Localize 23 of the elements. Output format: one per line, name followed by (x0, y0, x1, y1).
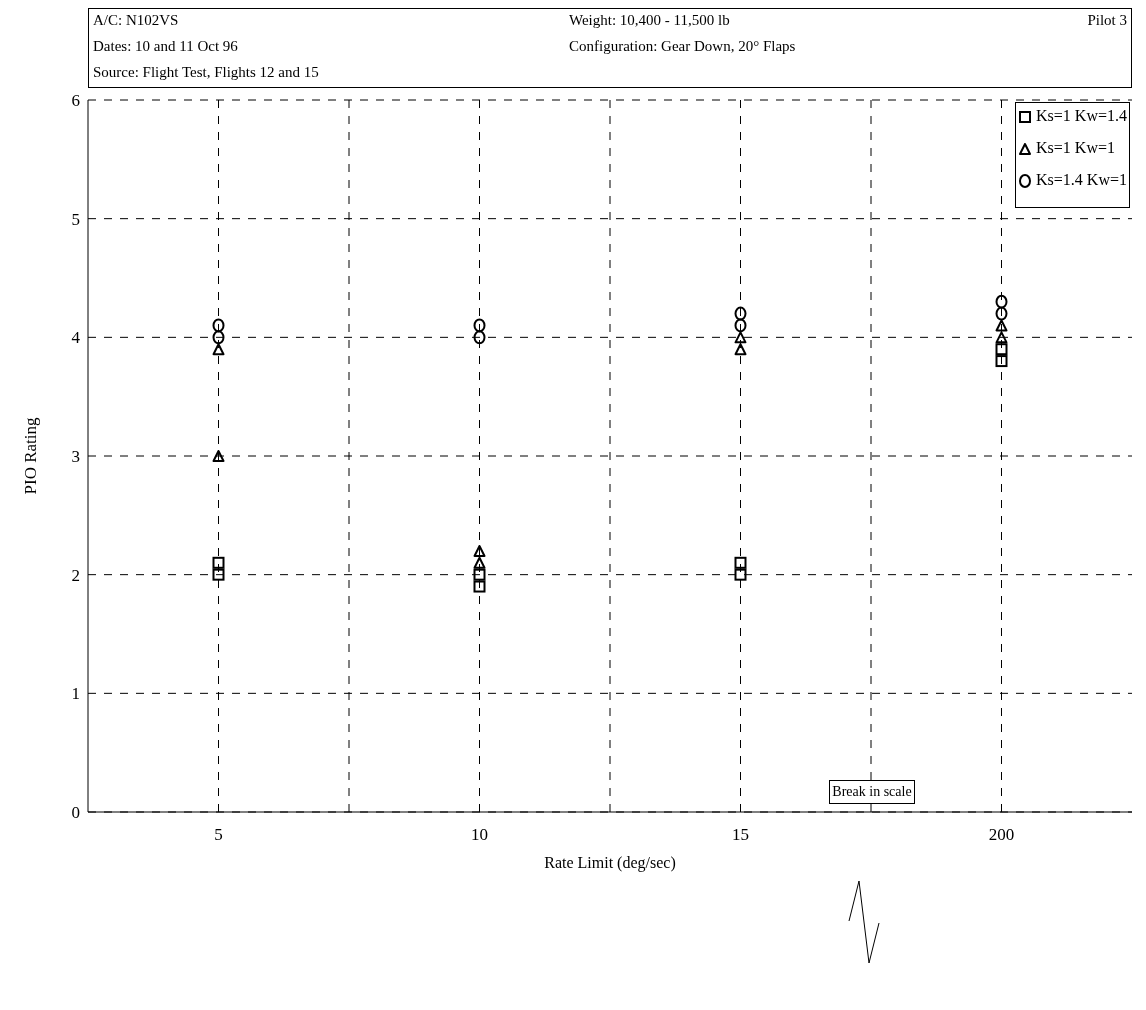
x-tick-label: 15 (732, 825, 749, 845)
y-tick-label: 4 (71, 328, 81, 348)
legend-label: Ks=1 Kw=1.4 (1035, 107, 1127, 125)
x-axis-title: Rate Limit (deg/sec) (544, 854, 676, 872)
text: Configuration: Gear Down, 20° Flaps (569, 38, 796, 55)
y-tick-label: 2 (71, 565, 80, 585)
text: Weight: 10,400 - 11,500 lb (569, 12, 730, 29)
x-tick-label: 5 (214, 825, 223, 845)
x-tick-label: 200 (988, 825, 1015, 845)
y-tick-label: 3 (71, 447, 80, 467)
x-tick-label: 10 (471, 825, 488, 845)
text: A/C: N102VS (93, 12, 179, 29)
legend-label: Ks=1.4 Kw=1 (1035, 171, 1127, 189)
annotation: Break in scale (829, 779, 915, 804)
source-note: Source: Flight Test, Flights 12 and 15 (93, 64, 319, 81)
y-tick-label: 1 (71, 684, 80, 704)
chart-subtitle: Pilot 3 (1087, 12, 1127, 29)
y-axis-title: PIO Rating (21, 417, 41, 495)
y-tick-label: 6 (71, 91, 80, 111)
y-tick-label: 5 (71, 209, 80, 229)
y-tick-label: 0 (71, 803, 80, 823)
text: Dates: 10 and 11 Oct 96 (93, 38, 238, 55)
legend-label: Ks=1 Kw=1 (1035, 139, 1116, 157)
